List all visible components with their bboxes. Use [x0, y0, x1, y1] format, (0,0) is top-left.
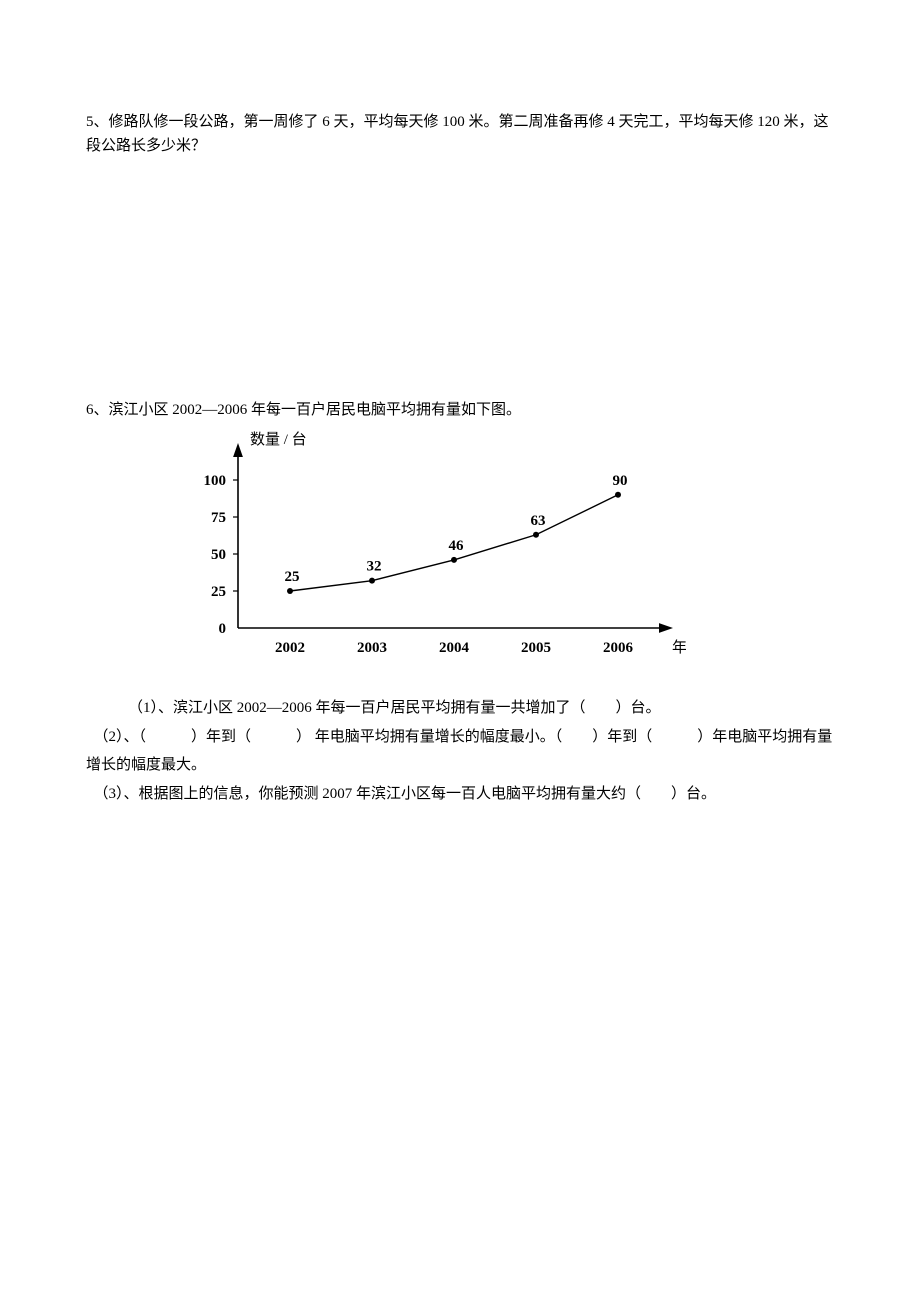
computer-ownership-chart: 数量 / 台年份 0 25 50 75 100 2002 2003 2004 2005 2006 25… — [166, 428, 840, 676]
svg-text:75: 75 — [211, 510, 226, 526]
svg-text:25: 25 — [285, 569, 300, 585]
question-6-subquestions: （1）、滨江小区 2002—2006 年每一百户居民平均拥有量一共增加了（ ）台… — [86, 694, 840, 808]
svg-text:2005: 2005 — [521, 640, 551, 656]
q6-title-text: 、滨江小区 2002—2006 年每一百户居民电脑平均拥有量如下图。 — [94, 402, 522, 418]
q6-sub1: （1）、滨江小区 2002—2006 年每一百户居民平均拥有量一共增加了（ ）台… — [86, 694, 840, 723]
svg-text:0: 0 — [219, 621, 227, 637]
svg-text:90: 90 — [613, 473, 628, 489]
q6-sub2: （2）、（ ）年到（ ） 年电脑平均拥有量增长的幅度最小。（ ）年到（ ）年电脑… — [86, 723, 840, 780]
svg-text:50: 50 — [211, 547, 226, 563]
q5-number: 5 — [86, 114, 94, 130]
q5-text: 、修路队修一段公路，第一周修了 6 天，平均每天修 100 米。第二周准备再修 … — [86, 114, 829, 154]
svg-text:63: 63 — [531, 513, 546, 529]
svg-text:32: 32 — [367, 559, 382, 575]
q6-number: 6 — [86, 402, 94, 418]
chart-svg: 数量 / 台年份 0 25 50 75 100 2002 2003 2004 2005 2006 25… — [166, 428, 686, 668]
question-6-title: 6、滨江小区 2002—2006 年每一百户居民电脑平均拥有量如下图。 — [86, 398, 840, 422]
svg-text:年份: 年份 — [672, 639, 686, 656]
question-5: 5、修路队修一段公路，第一周修了 6 天，平均每天修 100 米。第二周准备再修… — [86, 110, 840, 158]
svg-text:46: 46 — [449, 538, 465, 554]
svg-text:100: 100 — [204, 473, 227, 489]
svg-text:2006: 2006 — [603, 640, 634, 656]
q6-sub3: （3）、根据图上的信息，你能预测 2007 年滨江小区每一百人电脑平均拥有量大约… — [86, 780, 840, 809]
svg-text:2002: 2002 — [275, 640, 305, 656]
svg-text:数量 / 台: 数量 / 台 — [250, 431, 307, 448]
svg-text:2004: 2004 — [439, 640, 470, 656]
svg-text:2003: 2003 — [357, 640, 387, 656]
svg-text:25: 25 — [211, 584, 226, 600]
